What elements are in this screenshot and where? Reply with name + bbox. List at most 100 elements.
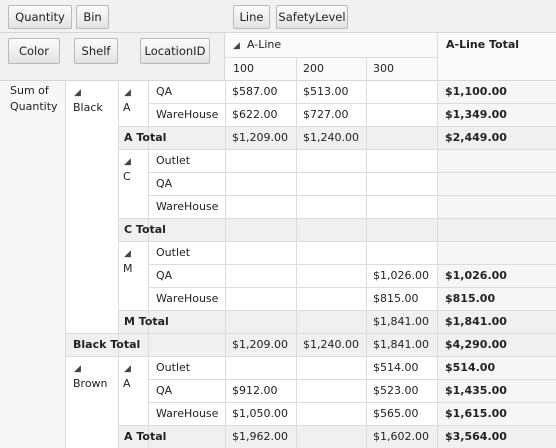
row-location-qa: QA	[156, 384, 173, 397]
grid-line	[148, 103, 556, 104]
subtotal-row-bg	[438, 310, 556, 333]
row-color-brown: Brown	[73, 377, 108, 390]
value-cell: $1,841.00	[373, 338, 429, 351]
collapse-triangle-icon[interactable]: ◢	[233, 41, 240, 51]
value-cell: $815.00	[373, 292, 419, 305]
value-cell: $565.00	[373, 407, 419, 420]
collapse-triangle-icon[interactable]: ◢	[124, 157, 131, 167]
value-cell-total: $514.00	[445, 361, 496, 374]
subtotal-row-bg	[438, 218, 556, 241]
locationid-field-button[interactable]: LocationID	[140, 38, 210, 64]
grid-line	[118, 425, 556, 426]
grid-line	[366, 57, 367, 81]
value-cell-total: $1,349.00	[445, 108, 507, 121]
grid-line	[118, 126, 556, 127]
grid-line	[148, 264, 556, 265]
grid-line	[148, 172, 556, 173]
grid-line	[118, 149, 556, 150]
grid-line	[225, 57, 437, 58]
value-cell-total: $1,100.00	[445, 85, 507, 98]
column-header-100: 100	[233, 62, 254, 75]
data-label: Sum of Quantity	[10, 84, 58, 113]
value-cell: $1,240.00	[303, 338, 359, 351]
color-field-button[interactable]: Color	[8, 38, 60, 64]
collapse-triangle-icon[interactable]: ◢	[124, 364, 131, 374]
row-m-total: M Total	[124, 315, 169, 328]
value-cell: $912.00	[232, 384, 278, 397]
grid-line	[437, 33, 438, 81]
column-total-header: A-Line Total	[446, 38, 520, 51]
value-cell: $587.00	[232, 85, 278, 98]
collapse-triangle-icon[interactable]: ◢	[74, 364, 81, 374]
value-cell-total: $4,290.00	[445, 338, 507, 351]
value-cell-total: $2,449.00	[445, 131, 507, 144]
row-a-total: A Total	[124, 430, 167, 443]
grid-line	[118, 218, 556, 219]
row-location-warehouse: WareHouse	[156, 292, 219, 305]
value-cell-total: $3,564.00	[445, 430, 507, 443]
row-location-warehouse: WareHouse	[156, 108, 219, 121]
row-location-qa: QA	[156, 177, 173, 190]
row-shelf-c: C	[123, 170, 131, 183]
row-location-qa: QA	[156, 85, 173, 98]
field-bar: Quantity Bin Line SafetyLevel	[0, 0, 556, 33]
quantity-field-button[interactable]: Quantity	[8, 5, 72, 29]
bin-field-button[interactable]: Bin	[76, 5, 109, 29]
line-field-button[interactable]: Line	[233, 5, 270, 29]
value-cell-total: $1,026.00	[445, 269, 507, 282]
value-cell: $1,962.00	[232, 430, 288, 443]
subtotal-row-bg	[438, 425, 556, 448]
row-color-black: Black	[73, 101, 103, 114]
row-location-outlet: Outlet	[156, 361, 191, 374]
grid-line	[296, 57, 297, 81]
grid-line	[66, 333, 556, 334]
value-cell: $523.00	[373, 384, 419, 397]
row-location-qa: QA	[156, 269, 173, 282]
grid-line	[118, 81, 119, 448]
column-header-300: 300	[373, 62, 394, 75]
grid-line	[148, 402, 556, 403]
value-cell: $1,602.00	[373, 430, 429, 443]
subtotal-row-bg	[438, 333, 556, 356]
column-group-header: A-Line	[247, 38, 282, 51]
collapse-triangle-icon[interactable]: ◢	[124, 249, 131, 259]
grid-line	[148, 287, 556, 288]
row-location-warehouse: WareHouse	[156, 407, 219, 420]
value-cell: $1,209.00	[232, 338, 288, 351]
row-c-total: C Total	[124, 223, 166, 236]
value-cell: $1,050.00	[232, 407, 288, 420]
row-location-warehouse: WareHouse	[156, 200, 219, 213]
value-cell: $513.00	[303, 85, 349, 98]
shelf-field-button[interactable]: Shelf	[74, 38, 118, 64]
grid-line	[118, 241, 556, 242]
safetylevel-field-button[interactable]: SafetyLevel	[276, 5, 348, 29]
value-cell: $622.00	[232, 108, 278, 121]
row-fields-zone: Color Shelf LocationID	[0, 33, 225, 81]
row-a-total: A Total	[124, 131, 167, 144]
value-cell-total: $1,435.00	[445, 384, 507, 397]
row-shelf-a: A	[123, 101, 131, 114]
subtotal-row-bg	[66, 333, 556, 356]
value-cell: $1,026.00	[373, 269, 429, 282]
collapse-triangle-icon[interactable]: ◢	[74, 88, 81, 98]
data-label-column	[0, 81, 66, 448]
value-cell: $1,240.00	[303, 131, 359, 144]
row-shelf-m: M	[123, 262, 133, 275]
value-cell: $1,841.00	[373, 315, 429, 328]
value-cell: $727.00	[303, 108, 349, 121]
grid-line	[148, 195, 556, 196]
row-location-outlet: Outlet	[156, 246, 191, 259]
value-cell: $514.00	[373, 361, 419, 374]
value-cell: $1,209.00	[232, 131, 288, 144]
row-black-total: Black Total	[73, 338, 141, 351]
collapse-triangle-icon[interactable]: ◢	[124, 88, 131, 98]
grid-line	[148, 379, 556, 380]
column-header-200: 200	[303, 62, 324, 75]
grid-line	[66, 356, 556, 357]
value-cell-total: $1,841.00	[445, 315, 507, 328]
value-cell-total: $815.00	[445, 292, 496, 305]
subtotal-row-bg	[438, 126, 556, 149]
grid-line	[118, 310, 556, 311]
row-shelf-a: A	[123, 377, 131, 390]
